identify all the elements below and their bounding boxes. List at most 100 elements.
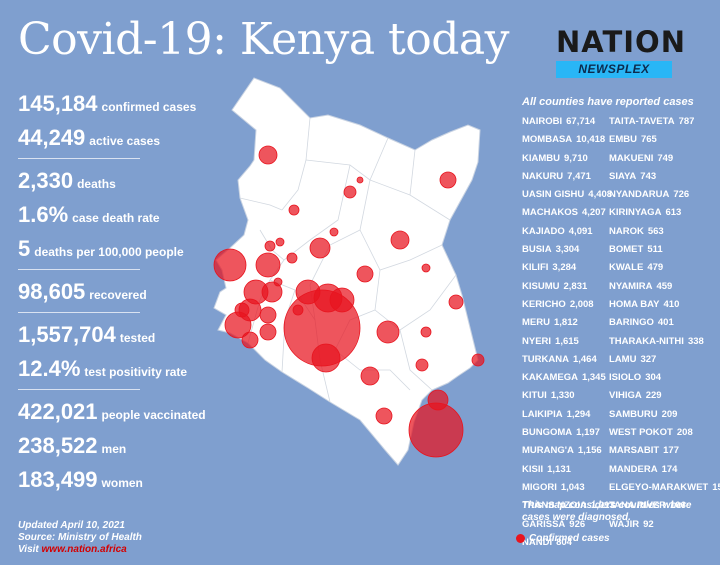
- county-cases: 1,615: [555, 335, 579, 347]
- county-row: MAKUENI 749: [609, 150, 720, 168]
- county-cases: 743: [640, 170, 657, 182]
- county-row: MOMBASA 10,418: [522, 131, 615, 149]
- bubble-mombasa: [408, 402, 464, 458]
- bubble-trans-nzoia: [439, 171, 457, 189]
- county-cases: 209: [661, 408, 678, 420]
- bubble-kajiado: [329, 287, 355, 313]
- bubble-kilifi: [427, 389, 449, 411]
- county-cases: 1,294: [566, 408, 591, 420]
- county-row: NYAMIRA 459: [609, 278, 720, 296]
- divider: [18, 312, 140, 313]
- county-cases: 765: [640, 134, 657, 146]
- county-row: MURANG'A 1,156: [522, 442, 615, 460]
- county-name: NYERI: [522, 335, 552, 347]
- county-name: BOMET: [609, 244, 644, 256]
- county-cases: 1,013: [590, 500, 615, 512]
- county-name: BARINGO: [609, 317, 654, 329]
- county-row: KAKAMEGA 1,345: [522, 369, 615, 387]
- county-cases: 410: [663, 298, 680, 310]
- county-name: WEST POKOT: [609, 427, 673, 439]
- county-row: KERICHO 2,008: [522, 296, 615, 314]
- county-name: SIAYA: [609, 170, 637, 182]
- county-name: MARSABIT: [609, 445, 660, 457]
- bubble-baringo: [356, 176, 364, 184]
- stat-value: 145,184: [18, 91, 98, 116]
- county-row: UASIN GISHU 4,408: [522, 186, 615, 204]
- bubble-makueni: [343, 185, 357, 199]
- stat-label: recovered: [89, 288, 147, 302]
- county-cases: 1,330: [550, 390, 575, 402]
- county-row: LAMU 327: [609, 351, 720, 369]
- county-row: MIGORI 1,043: [522, 479, 615, 497]
- county-cases: 1,812: [553, 317, 578, 329]
- county-row: NYERI 1,615: [522, 333, 615, 351]
- stat-value: 1.6%: [18, 202, 69, 227]
- legend: Confirmed cases: [516, 533, 610, 544]
- county-name: THARAKA-NITHI: [609, 335, 684, 347]
- bubble-machakos: [311, 343, 341, 373]
- county-cases: 67,714: [566, 116, 596, 127]
- bubble-meru: [376, 320, 400, 344]
- county-name: ELGEYO-MARAKWET: [609, 481, 709, 493]
- county-name: MERU: [522, 317, 550, 329]
- bubble-kwale: [286, 252, 298, 264]
- county-name: NANDI: [522, 536, 553, 548]
- county-cases: 804: [556, 536, 572, 548]
- stat-label: tested: [119, 331, 156, 345]
- bubble-laikipia: [390, 230, 410, 250]
- county-cases: 511: [647, 244, 663, 256]
- county-cases: 10,418: [576, 134, 606, 146]
- county-cases: 177: [663, 445, 679, 457]
- county-row: BUNGOMA 1,197: [522, 424, 615, 442]
- updated-date: Updated April 10, 2021: [18, 520, 125, 531]
- bubble-homa-bay: [273, 277, 283, 287]
- county-name: MIGORI: [522, 481, 557, 493]
- stat-positivity: 12.4% test positivity rate: [18, 358, 204, 380]
- county-row: TRANS NZOIA 1,013: [522, 497, 615, 515]
- county-cases: 1,464: [572, 353, 597, 365]
- source-text: Source: Ministry of Health: [18, 532, 142, 543]
- county-row: WAJIR 92: [609, 516, 720, 534]
- county-cases: 174: [661, 463, 678, 475]
- county-name: LAIKIPIA: [522, 408, 563, 420]
- county-name: KILIFI: [522, 262, 549, 274]
- county-row: LAIKIPIA 1,294: [522, 406, 615, 424]
- stat-label: deaths: [77, 177, 116, 191]
- county-row: SIAYA 743: [609, 168, 720, 186]
- county-row: GARISSA 926: [522, 516, 615, 534]
- stat-label: women: [101, 476, 143, 490]
- county-row: NAROK 563: [609, 223, 720, 241]
- county-cases: 106: [670, 500, 686, 512]
- county-name: TAITA-TAVETA: [609, 116, 675, 127]
- county-row: NAIROBI 67,714: [522, 113, 615, 131]
- website-link[interactable]: www.nation.africa: [41, 544, 127, 555]
- county-name: KISII: [522, 463, 544, 475]
- stat-deaths-per-100k: 5 deaths per 100,000 people: [18, 238, 204, 260]
- county-name: KISUMU: [522, 280, 560, 292]
- stat-men: 238,522 men: [18, 435, 204, 457]
- bubble-turkana: [258, 145, 278, 165]
- stat-label: active cases: [89, 134, 161, 148]
- county-cases: 2,831: [563, 280, 588, 292]
- county-name: EMBU: [609, 134, 637, 146]
- footer: Updated April 10, 2021 Source: Ministry …: [18, 520, 142, 556]
- county-cases: 787: [678, 116, 695, 127]
- county-cases: 1,345: [581, 372, 606, 384]
- county-cases: 9,710: [564, 152, 588, 164]
- county-row: HOMA BAY 410: [609, 296, 720, 314]
- map-note: This map considers counties where cases …: [522, 500, 692, 523]
- county-name: WAJIR: [609, 518, 640, 530]
- stat-tested: 1,557,704 tested: [18, 324, 204, 346]
- county-row: KITUI 1,330: [522, 387, 615, 405]
- county-name: NAIROBI: [522, 116, 563, 127]
- county-name: VIHIGA: [609, 390, 642, 402]
- stat-value: 98,605: [18, 279, 86, 304]
- divider: [18, 158, 140, 159]
- county-row: SAMBURU 209: [609, 406, 720, 424]
- bubble-lamu: [421, 263, 431, 273]
- county-name: MACHAKOS: [522, 207, 578, 219]
- bubble-taita-taveta: [415, 358, 429, 372]
- county-cases: 4,207: [581, 207, 606, 219]
- stat-value: 183,499: [18, 467, 98, 492]
- newsplex-logo: NEWSPLEX: [556, 61, 672, 78]
